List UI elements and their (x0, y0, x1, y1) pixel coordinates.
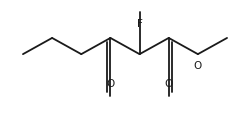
Text: O: O (164, 79, 173, 89)
Text: F: F (137, 19, 142, 29)
Text: O: O (106, 79, 114, 89)
Text: O: O (194, 61, 202, 71)
